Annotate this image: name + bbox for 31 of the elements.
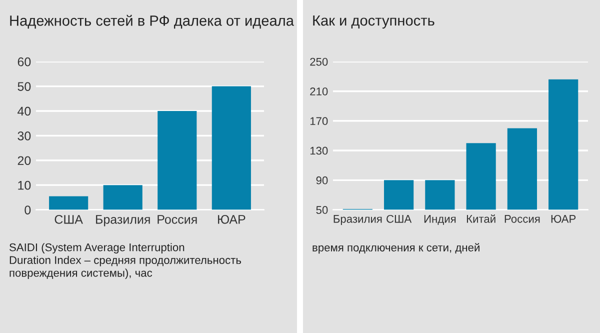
y-tick-label: 10 [18, 180, 31, 190]
text: SAIDI (System Average Interruption Duration Index – средняя продолжительность повреждения системы), час [10, 243, 242, 279]
bar [49, 196, 88, 210]
x-tick-label: США [54, 214, 83, 224]
y-tick-label: 20 [18, 156, 31, 166]
x-tick-label: ЮАР [551, 214, 576, 223]
y-tick-label: 50 [316, 206, 328, 214]
y-tick-label: 170 [310, 117, 328, 126]
chart-title: Надежность сетей в РФ далека от идеала [10, 14, 294, 29]
y-tick-label: 30 [18, 132, 31, 140]
x-tick-label: Россия [504, 215, 540, 223]
y-tick-label: 60 [18, 57, 31, 66]
y-tick-label: 50 [18, 82, 31, 91]
x-tick-label: Китай [466, 214, 496, 223]
x-tick-label: Россия [158, 215, 197, 224]
y-tick-label: 250 [310, 58, 328, 66]
chart-title: Как и доступность [313, 16, 434, 29]
bar [212, 86, 251, 210]
x-tick-label: Индия [424, 215, 456, 225]
x-tick-label: Бразилия [334, 215, 382, 226]
y-tick-label: 40 [18, 106, 31, 116]
text: время подключения к сети, дней [312, 243, 480, 254]
y-tick-label: 0 [24, 206, 31, 214]
bar [158, 111, 197, 210]
y-tick-label: 130 [310, 146, 328, 155]
x-tick-label: ЮАР [218, 214, 246, 224]
x-tick-label: Бразилия [96, 215, 150, 226]
y-tick-label: 210 [310, 88, 328, 96]
bar [103, 185, 142, 210]
y-tick-label: 90 [316, 176, 328, 184]
x-tick-label: США [386, 214, 412, 223]
